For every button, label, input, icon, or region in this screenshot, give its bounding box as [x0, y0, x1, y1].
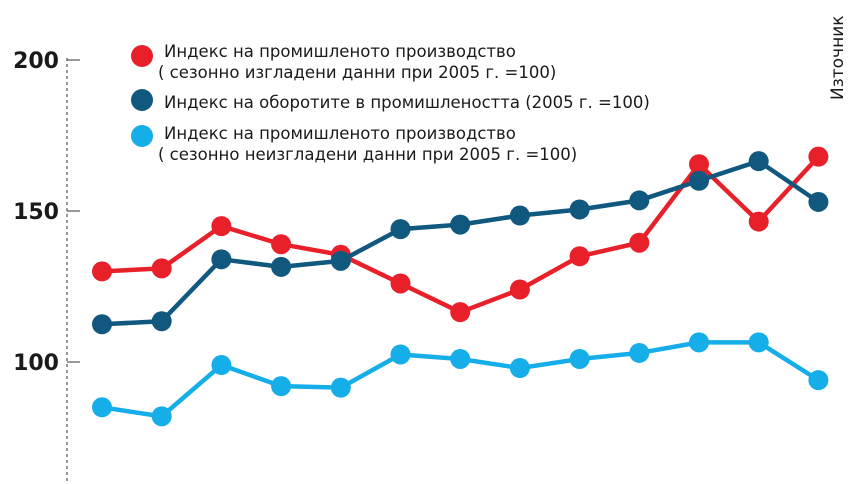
source-label: Източник — [828, 15, 848, 100]
data-point-2-10 — [689, 332, 709, 353]
legend-label-2-line2: ( сезонно неизгладени данни при 2005 г. … — [158, 145, 577, 164]
data-point-2-6 — [450, 348, 471, 369]
legend-marker-0 — [131, 45, 153, 67]
data-point-0-8 — [569, 246, 590, 267]
data-point-0-11 — [748, 211, 769, 232]
data-point-2-12 — [808, 370, 829, 391]
data-point-1-5 — [390, 219, 411, 240]
data-point-2-5 — [390, 344, 411, 365]
series-2 — [92, 332, 829, 427]
series-layer — [92, 146, 829, 427]
data-point-2-9 — [629, 342, 650, 363]
data-point-0-2 — [211, 216, 232, 237]
legend-label-0-line2: ( сезонно изгладени данни при 2005 г. =1… — [158, 63, 556, 82]
data-point-0-3 — [271, 234, 292, 255]
legend-label-1-line1: Индекс на оборотите в промишлеността (20… — [164, 93, 650, 112]
data-point-1-10 — [689, 170, 709, 191]
legend-label-2-line1: Индекс на промишленото производство — [164, 124, 516, 143]
series-1 — [92, 151, 829, 335]
legend-label-0-line1: Индекс на промишленото производство — [164, 42, 516, 61]
y-tick-label-150: 150 — [13, 200, 59, 225]
data-point-1-8 — [569, 199, 590, 220]
data-point-2-2 — [211, 355, 232, 376]
data-point-1-1 — [151, 311, 172, 332]
data-point-1-12 — [808, 191, 829, 212]
data-point-1-3 — [271, 256, 292, 277]
series-line-1 — [99, 158, 821, 327]
data-point-0-12 — [808, 146, 829, 167]
legend-marker-2 — [131, 125, 153, 147]
legend-marker-1 — [131, 89, 153, 111]
y-tick-label-200: 200 — [13, 49, 59, 74]
data-point-2-7 — [509, 358, 530, 379]
data-point-2-3 — [271, 376, 292, 397]
data-point-0-7 — [509, 279, 530, 300]
data-point-2-0 — [92, 397, 112, 418]
y-axis: 100 150 200 — [13, 49, 80, 484]
data-point-1-4 — [330, 250, 351, 271]
data-point-0-10 — [689, 154, 709, 175]
data-point-1-11 — [748, 151, 769, 172]
data-point-1-9 — [629, 190, 650, 211]
data-point-0-1 — [151, 258, 172, 279]
data-point-1-6 — [450, 214, 471, 235]
data-point-1-2 — [211, 249, 232, 270]
y-tick-label-100: 100 — [13, 351, 59, 376]
data-point-1-7 — [509, 205, 530, 226]
data-point-2-4 — [330, 377, 351, 398]
legend: Индекс на промишленото производство ( се… — [131, 42, 650, 164]
data-point-2-11 — [748, 332, 769, 353]
data-point-2-1 — [151, 406, 172, 427]
data-point-0-5 — [390, 273, 411, 294]
data-point-1-0 — [92, 314, 112, 335]
data-point-0-9 — [629, 232, 650, 253]
data-point-2-8 — [569, 348, 590, 369]
data-point-0-0 — [92, 261, 112, 282]
data-point-0-6 — [450, 302, 471, 323]
